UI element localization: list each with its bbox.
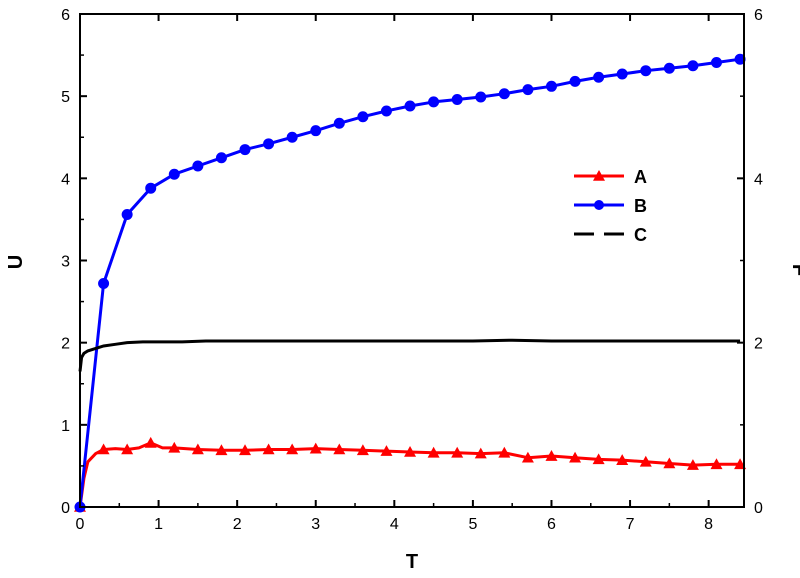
y-tick-label: 2 <box>61 336 70 353</box>
series-b-point <box>522 84 534 96</box>
series-a-point <box>380 445 393 456</box>
y-tick-label: 3 <box>61 254 70 271</box>
series-a-point <box>451 446 464 458</box>
y-tick-label: 4 <box>61 171 70 188</box>
series-b-point <box>545 80 557 92</box>
series-a-point <box>191 443 204 455</box>
x-tick-label: 6 <box>547 516 556 533</box>
x-tick-label: 5 <box>468 516 477 533</box>
series-b-point <box>192 160 204 172</box>
legend-item-a-label: A <box>634 167 647 187</box>
x-tick-label: 2 <box>233 516 242 533</box>
series-a-point <box>545 450 558 461</box>
legend-item-a-marker <box>593 170 605 181</box>
series-b-point <box>710 56 722 68</box>
series-b-point <box>475 91 487 103</box>
series-a-point <box>592 453 605 465</box>
series-c-line <box>78 338 741 372</box>
legend-item-b-label: B <box>634 196 647 216</box>
series-a-point <box>498 446 511 458</box>
x-axis-title: T <box>406 551 418 573</box>
series-b-point <box>145 182 157 194</box>
series-b-point <box>498 88 510 100</box>
series-b-point <box>286 131 298 143</box>
series-b-point <box>333 117 345 129</box>
series-a-point <box>356 444 369 456</box>
series-a-point <box>686 459 699 470</box>
series-b-point <box>451 93 463 105</box>
legend-item-c: C <box>574 225 647 245</box>
x-tick-label: 4 <box>390 516 399 533</box>
series-b-point <box>380 105 392 117</box>
series-b-point <box>428 96 440 108</box>
legend-item-b: B <box>574 196 647 216</box>
series-a-point <box>639 455 652 467</box>
series-a-point <box>97 443 110 455</box>
series-a-point <box>710 458 723 470</box>
series-b-line <box>78 57 741 508</box>
series-b-point <box>263 138 275 150</box>
series-b-point <box>640 65 652 77</box>
series-b-point <box>168 168 180 180</box>
series-b-point <box>687 60 699 72</box>
series-a-point <box>121 443 134 455</box>
y2-tick-label: 2 <box>754 336 763 353</box>
series-a-point <box>663 457 676 469</box>
series-b-point <box>616 68 628 80</box>
series-a <box>74 436 747 512</box>
x-tick-label: 7 <box>626 516 635 533</box>
series-b <box>74 53 746 513</box>
x-tick-label: 0 <box>76 516 85 533</box>
y-axis-title: U <box>5 255 27 269</box>
y2-tick-label: 6 <box>754 7 763 24</box>
legend-item-a: A <box>574 167 647 187</box>
series-b-point <box>239 144 251 156</box>
y-axis-left: 0 1 2 3 4 5 6 <box>61 7 87 517</box>
series-a-point <box>427 446 440 458</box>
legend: ABC <box>574 167 647 245</box>
series-a-point <box>286 443 299 455</box>
y2-tick-label: 4 <box>754 171 763 188</box>
series-layer <box>74 53 747 513</box>
series-b-point <box>734 53 746 65</box>
series-b-point <box>404 100 416 112</box>
series-b-point <box>593 71 605 83</box>
series-a-point <box>474 447 487 459</box>
series-a-point <box>262 443 275 455</box>
series-a-point <box>569 451 582 463</box>
series-a-point <box>521 451 534 463</box>
x-axis: 0 1 2 3 4 5 6 7 8 <box>76 14 713 533</box>
y2-tick-label: 0 <box>754 500 763 517</box>
series-a-point <box>215 444 228 456</box>
x-tick-label: 8 <box>704 516 713 533</box>
y2-axis-title: F <box>788 264 800 276</box>
legend-item-c-label: C <box>634 225 647 245</box>
series-b-point <box>121 208 133 220</box>
series-a-point <box>168 441 181 453</box>
legend-item-b-marker <box>594 200 604 210</box>
y-tick-label: 1 <box>61 418 70 435</box>
x-tick-label: 3 <box>311 516 320 533</box>
series-c <box>78 338 741 372</box>
series-a-point <box>309 442 322 454</box>
x-tick-label: 1 <box>154 516 163 533</box>
series-a-point <box>404 445 417 457</box>
y-tick-label: 6 <box>61 7 70 24</box>
y-tick-label: 5 <box>61 89 70 106</box>
series-b-point <box>357 111 369 123</box>
y-axis-right: 0 2 4 6 <box>737 7 763 517</box>
series-a-point <box>239 444 252 456</box>
series-b-point <box>569 75 581 87</box>
series-b-point <box>663 62 675 74</box>
plot-frame <box>79 13 745 508</box>
series-b-point <box>310 125 322 137</box>
series-b-point <box>98 278 110 290</box>
y-tick-label: 0 <box>61 500 70 517</box>
series-b-point <box>215 152 227 164</box>
series-a-point <box>333 443 346 455</box>
series-a-point <box>144 436 157 448</box>
series-a-point <box>616 454 629 465</box>
